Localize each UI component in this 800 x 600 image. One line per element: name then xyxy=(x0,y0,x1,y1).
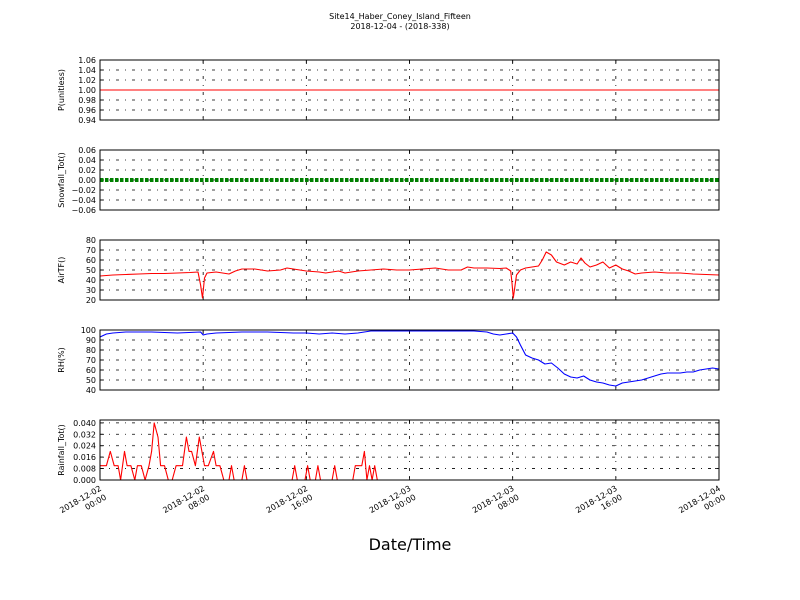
y-axis-label: P(unitless) xyxy=(57,69,66,111)
chart-title: Site14_Haber_Coney_Island_Fifteen xyxy=(329,12,471,21)
subplot-2: −0.06−0.04−0.020.000.020.040.06 Snowfall_… xyxy=(57,146,720,215)
y-tick-label: 1.00 xyxy=(78,86,96,95)
y-tick-label: 0.98 xyxy=(78,96,96,105)
chart-subtitle: 2018-12-04 - (2018-338) xyxy=(350,22,449,31)
y-tick-label: 50 xyxy=(86,376,96,385)
axes-frame xyxy=(99,59,720,121)
y-tick-label: 40 xyxy=(86,276,96,285)
x-tick-label: 2018-12-0208:00 xyxy=(161,484,211,524)
y-tick-label: 0.016 xyxy=(73,453,96,462)
y-tick-label: 20 xyxy=(86,296,96,305)
y-tick-label: 0.00 xyxy=(78,176,96,185)
y-tick-label: 50 xyxy=(86,266,96,275)
x-tick-label: 2018-12-0300:00 xyxy=(368,484,418,524)
y-tick-label: 70 xyxy=(86,246,96,255)
x-tick-label: 2018-12-0216:00 xyxy=(265,484,315,524)
y-axis-label: AirTF() xyxy=(57,257,66,284)
y-tick-label: 1.02 xyxy=(78,76,96,85)
y-tick-label: 0.008 xyxy=(73,465,96,474)
y-axis-label: RH(%) xyxy=(57,347,66,372)
subplot-1: 0.940.960.981.001.021.041.06 P(unitless) xyxy=(57,56,720,125)
y-tick-label: 0.024 xyxy=(73,442,96,451)
y-tick-label: 0.04 xyxy=(78,156,96,165)
y-tick-label: −0.02 xyxy=(71,186,96,195)
y-tick-label: 0.96 xyxy=(78,106,96,115)
axes-frame xyxy=(99,149,720,211)
y-tick-label: 60 xyxy=(86,366,96,375)
y-tick-label: 0.032 xyxy=(73,430,96,439)
y-tick-label: 30 xyxy=(86,286,96,295)
y-axis-label: Rainfall_Tot() xyxy=(57,424,66,476)
x-tick-label: 2018-12-0400:00 xyxy=(677,484,727,524)
y-tick-label: −0.04 xyxy=(71,196,96,205)
y-tick-label: 0.06 xyxy=(78,146,96,155)
y-tick-label: 0.94 xyxy=(78,116,96,125)
y-tick-label: 0.040 xyxy=(73,419,96,428)
y-tick-label: 1.06 xyxy=(78,56,96,65)
y-tick-label: 0.000 xyxy=(73,476,96,485)
y-axis-label: Snowfall_Tot() xyxy=(57,152,66,208)
y-tick-label: 80 xyxy=(86,236,96,245)
y-tick-label: 70 xyxy=(86,356,96,365)
series-line xyxy=(99,330,720,387)
x-tick-label: 2018-12-0200:00 xyxy=(58,484,108,524)
axes-frame xyxy=(99,329,720,391)
x-tick-label: 2018-12-0316:00 xyxy=(574,484,624,524)
y-tick-label: 80 xyxy=(86,346,96,355)
x-axis-ticks: 2018-12-0200:00 2018-12-0208:00 2018-12-02… xyxy=(58,484,727,524)
axes-frame xyxy=(99,419,720,481)
y-tick-label: 60 xyxy=(86,256,96,265)
y-tick-label: 100 xyxy=(81,326,96,335)
series-line xyxy=(100,422,719,481)
subplots: 0.940.960.981.001.021.041.06 P(unitless) −… xyxy=(57,56,720,485)
y-tick-label: 40 xyxy=(86,386,96,395)
subplot-5: 0.000 0.008 0.016 0.024 0.032 0.040 Rainfall_T… xyxy=(57,419,720,485)
y-tick-label: 90 xyxy=(86,336,96,345)
x-tick-label: 2018-12-0308:00 xyxy=(471,484,521,524)
y-tick-label: −0.06 xyxy=(71,206,96,215)
x-axis-label: Date/Time xyxy=(369,535,452,554)
y-tick-label: 0.02 xyxy=(78,166,96,175)
series-line xyxy=(99,251,720,299)
axes-frame xyxy=(99,239,720,301)
y-tick-label: 1.04 xyxy=(78,66,96,75)
